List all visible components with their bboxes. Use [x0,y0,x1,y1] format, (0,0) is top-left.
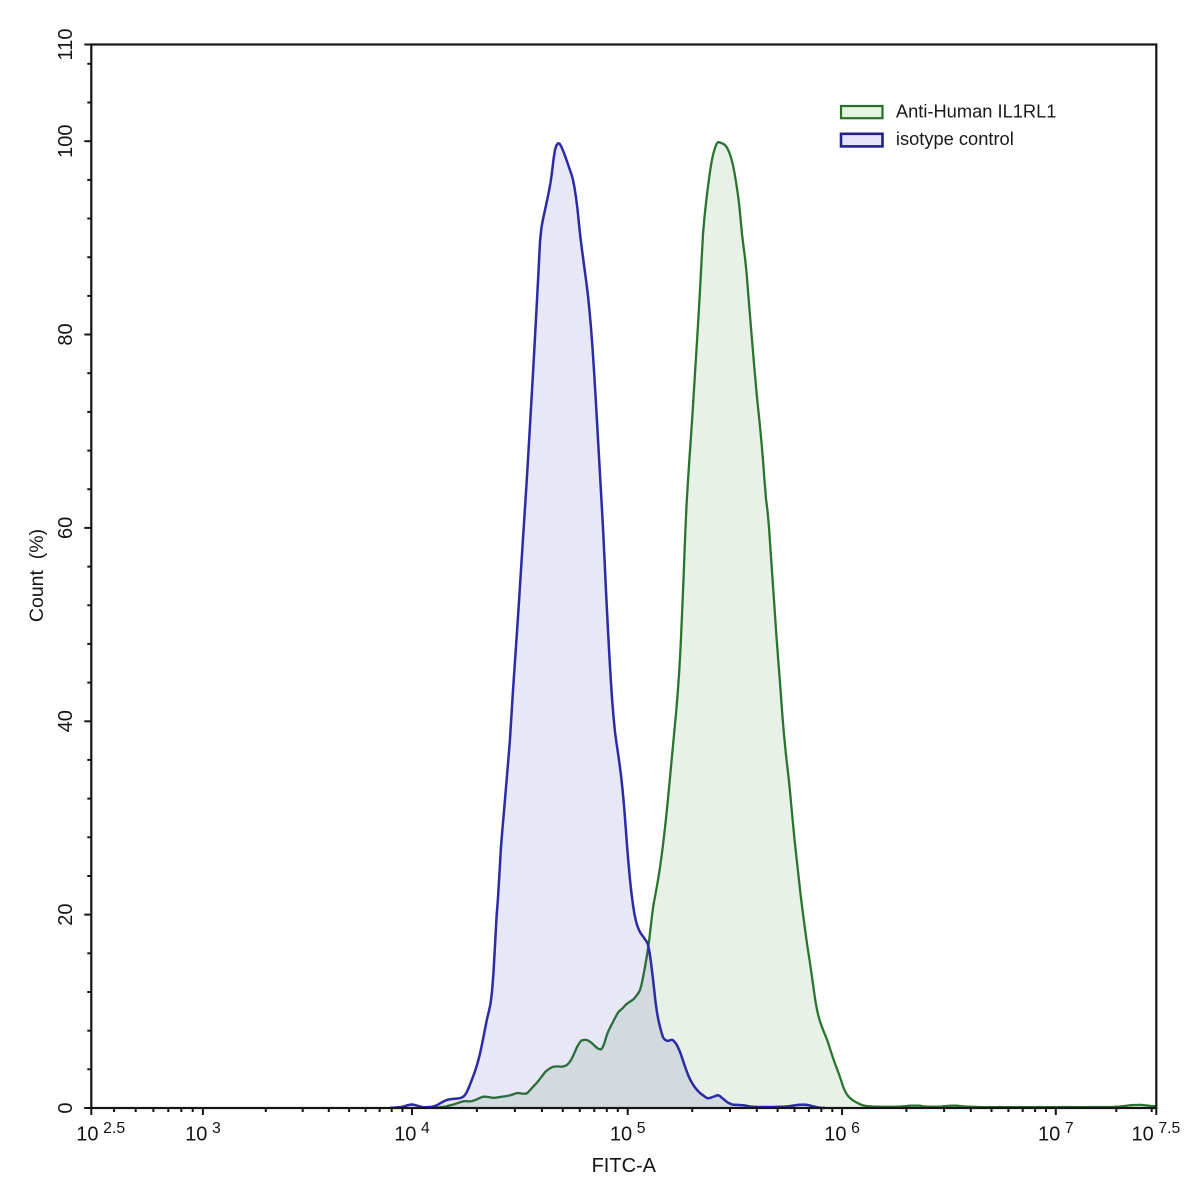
svg-text:20: 20 [55,903,77,925]
svg-text:0: 0 [55,1102,77,1113]
svg-text:110: 110 [55,29,77,61]
svg-text:Count (%): Count (%) [26,529,48,622]
svg-text:Anti-Human IL1RL1: Anti-Human IL1RL1 [896,101,1057,122]
svg-text:isotype control: isotype control [896,128,1014,149]
svg-text:100: 100 [55,125,77,158]
svg-text:60: 60 [55,517,77,539]
svg-text:FITC-A: FITC-A [592,1155,657,1177]
svg-text:80: 80 [55,323,77,345]
svg-text:40: 40 [55,710,77,732]
